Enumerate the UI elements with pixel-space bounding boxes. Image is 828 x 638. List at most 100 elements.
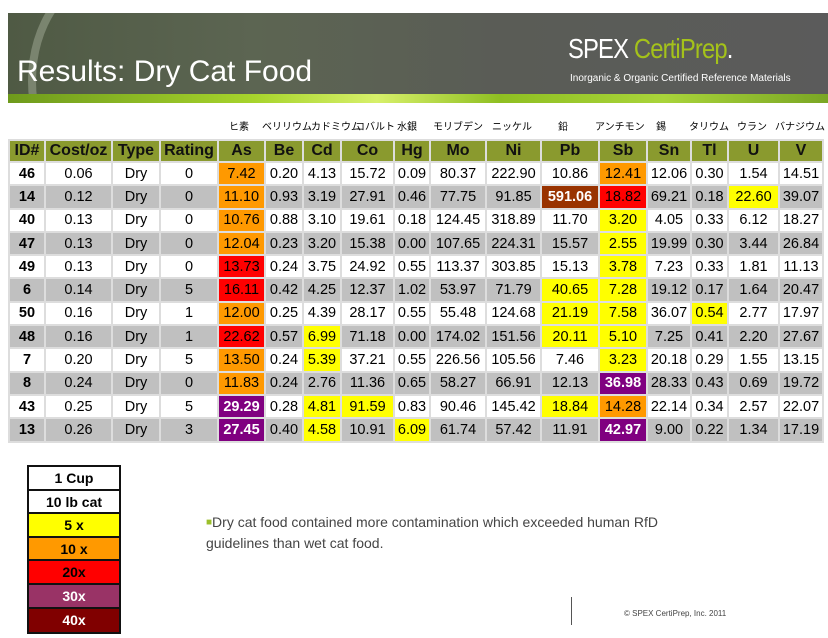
cell-co: 28.17 [340, 300, 395, 327]
column-header: ID# [8, 139, 46, 163]
element-name-jp: カドミウム [311, 122, 361, 133]
cell-hg: 0.18 [393, 207, 431, 233]
sample-id: 48 [8, 324, 46, 350]
cell-co: 12.37 [340, 277, 395, 303]
cell-ni: 57.42 [485, 417, 542, 443]
cell-sb: 5.10 [598, 324, 648, 350]
cell-mo: 90.46 [429, 393, 487, 420]
cell-hg: 0.55 [393, 300, 431, 327]
cell-costoz: 0.14 [44, 277, 113, 303]
cell-type: Dry [111, 370, 161, 396]
element-name-jp: コバルト [355, 122, 395, 133]
cell-u: 1.64 [727, 277, 780, 303]
spex-certiprep-logo: SPEX CertiPrep. [568, 33, 733, 64]
column-header: Hg [393, 139, 431, 163]
cell-hg: 0.55 [393, 254, 431, 280]
cell-rating: 0 [159, 207, 219, 233]
cell-sn: 20.18 [646, 347, 692, 373]
element-name-jp: 錫 [656, 122, 666, 133]
cell-co: 91.59 [340, 393, 395, 420]
cell-be: 0.24 [264, 347, 304, 373]
cell-type: Dry [111, 207, 161, 233]
cell-be: 0.20 [264, 160, 304, 187]
cell-ni: 151.56 [485, 324, 542, 350]
cell-hg: 0.46 [393, 184, 431, 210]
cell-rating: 5 [159, 277, 219, 303]
page-title: Results: Dry Cat Food [17, 55, 313, 88]
cell-u: 2.77 [727, 300, 780, 327]
cell-mo: 58.27 [429, 370, 487, 396]
cell-pb: 11.70 [540, 207, 600, 233]
cell-u: 2.57 [727, 393, 780, 420]
column-header: V [778, 139, 824, 163]
element-name-jp: 水銀 [397, 122, 417, 133]
cell-cd: 2.76 [302, 370, 342, 396]
cell-type: Dry [111, 184, 161, 210]
cell-tl: 0.54 [690, 300, 729, 327]
legend: 1 Cup 10 lb cat 5 x 10 x 20x 30x 40x [27, 465, 121, 635]
cell-sn: 9.00 [646, 417, 692, 443]
element-name-jp: バナジウム [775, 122, 825, 133]
sample-id: 13 [8, 417, 46, 443]
table-row: 50 0.16 Dry 1 12.00 0.25 4.39 28.17 0.55 55.48 124… [8, 300, 824, 327]
cell-ni: 124.68 [485, 300, 542, 327]
sample-id: 6 [8, 277, 46, 303]
cell-rating: 5 [159, 393, 219, 420]
cell-v: 26.84 [778, 230, 824, 257]
cell-sn: 36.07 [646, 300, 692, 327]
cell-ni: 91.85 [485, 184, 542, 210]
cell-cd: 4.81 [302, 393, 342, 420]
cell-sb: 2.55 [598, 230, 648, 257]
cell-hg: 6.09 [393, 417, 431, 443]
cell-cd: 6.99 [302, 324, 342, 350]
cell-costoz: 0.13 [44, 207, 113, 233]
cell-rating: 5 [159, 347, 219, 373]
cell-sb: 42.97 [598, 417, 648, 443]
cell-be: 0.24 [264, 254, 304, 280]
element-name-jp: ニッケル [492, 122, 532, 133]
cell-cd: 5.39 [302, 347, 342, 373]
cell-v: 17.19 [778, 417, 824, 443]
cell-tl: 0.18 [690, 184, 729, 210]
cell-type: Dry [111, 347, 161, 373]
sample-id: 7 [8, 347, 46, 373]
cell-pb: 7.46 [540, 347, 600, 373]
cell-co: 15.72 [340, 160, 395, 187]
cell-mo: 107.65 [429, 230, 487, 257]
cell-costoz: 0.13 [44, 254, 113, 280]
cell-hg: 0.09 [393, 160, 431, 187]
cell-tl: 0.30 [690, 230, 729, 257]
cell-v: 14.51 [778, 160, 824, 187]
column-header: Be [264, 139, 304, 163]
cell-as: 16.11 [217, 277, 266, 303]
cell-cd: 4.25 [302, 277, 342, 303]
cell-mo: 124.45 [429, 207, 487, 233]
column-header: Tl [690, 139, 729, 163]
header-row: ID# Cost/oz Type Rating As Be Cd Co Hg Mo Ni Pb Sb Sn… [8, 139, 824, 163]
cell-type: Dry [111, 324, 161, 350]
cell-sn: 12.06 [646, 160, 692, 187]
cell-pb: 20.11 [540, 324, 600, 350]
cell-cd: 4.58 [302, 417, 342, 443]
legend-item: 10 lb cat [29, 490, 119, 515]
cell-rating: 0 [159, 160, 219, 187]
cell-cd: 3.19 [302, 184, 342, 210]
cell-ni: 318.89 [485, 207, 542, 233]
cell-pb: 11.91 [540, 417, 600, 443]
cell-sb: 12.41 [598, 160, 648, 187]
cell-co: 11.36 [340, 370, 395, 396]
cell-sn: 19.99 [646, 230, 692, 257]
logo-tagline: Inorganic & Organic Certified Reference … [570, 73, 791, 84]
cell-cd: 3.10 [302, 207, 342, 233]
cell-sb: 7.58 [598, 300, 648, 327]
element-name-jp: ウラン [737, 122, 767, 133]
element-name-jp: アンチモン [595, 122, 645, 133]
cell-co: 71.18 [340, 324, 395, 350]
sample-id: 8 [8, 370, 46, 396]
cell-co: 27.91 [340, 184, 395, 210]
cell-cd: 4.13 [302, 160, 342, 187]
cell-mo: 226.56 [429, 347, 487, 373]
cell-ni: 303.85 [485, 254, 542, 280]
cell-sn: 69.21 [646, 184, 692, 210]
cell-as: 13.73 [217, 254, 266, 280]
